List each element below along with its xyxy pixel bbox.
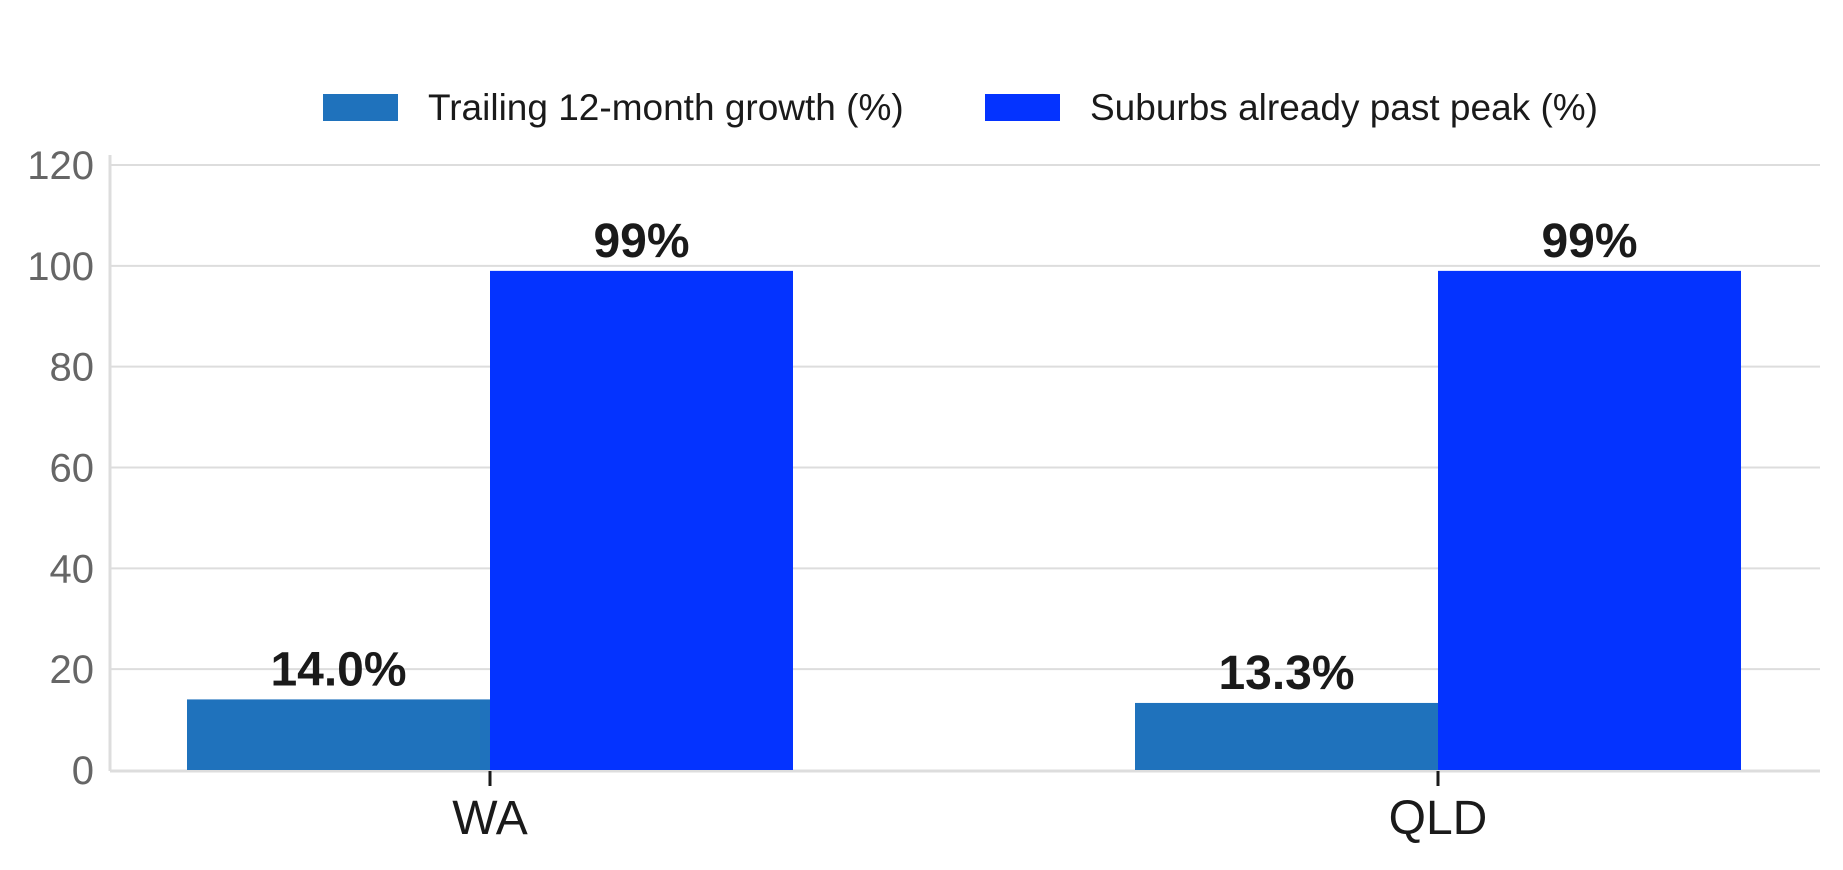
axes: 0 20 40 60 80 100 120 WA QLD (27, 144, 1820, 845)
y-tick-label: 20 (50, 648, 95, 692)
data-labels: 14.0% 99% 13.3% 99% (270, 215, 1637, 700)
legend-swatch (985, 94, 1060, 121)
x-tick-label: QLD (1389, 792, 1488, 845)
data-label: 99% (1541, 215, 1637, 268)
legend: Trailing 12-month growth (%) Suburbs alre… (323, 87, 1598, 128)
x-tick-label: WA (452, 792, 528, 845)
y-tick-label: 100 (27, 245, 94, 289)
bar (1438, 270, 1741, 770)
bar (490, 270, 793, 770)
legend-swatch (323, 94, 398, 121)
bar (1135, 702, 1438, 770)
bar (187, 699, 490, 770)
legend-label: Trailing 12-month growth (%) (428, 87, 904, 128)
y-tick-label: 120 (27, 144, 94, 188)
y-tick-label: 0 (72, 749, 94, 793)
data-label: 99% (593, 215, 689, 268)
y-tick-label: 80 (50, 346, 95, 390)
data-label: 13.3% (1218, 647, 1354, 700)
y-tick-label: 60 (50, 447, 95, 491)
legend-label: Suburbs already past peak (%) (1090, 87, 1598, 128)
data-label: 14.0% (270, 643, 406, 696)
bars (187, 270, 1741, 770)
y-tick-label: 40 (50, 547, 95, 591)
